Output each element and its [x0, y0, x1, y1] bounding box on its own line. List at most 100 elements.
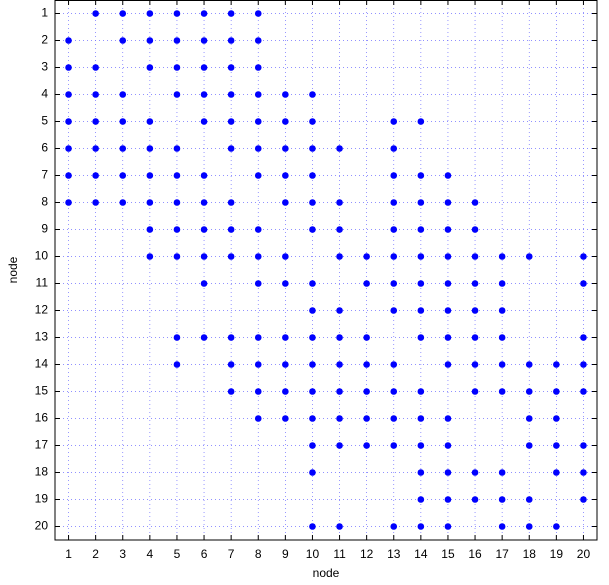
point — [390, 388, 398, 395]
point — [390, 415, 398, 422]
point — [173, 334, 181, 341]
point — [417, 307, 425, 314]
point — [363, 361, 370, 368]
point — [336, 334, 343, 341]
point — [146, 37, 154, 44]
point — [309, 523, 316, 530]
point — [580, 280, 587, 287]
x-axis-label: node — [313, 566, 340, 580]
point — [498, 307, 506, 314]
point — [525, 442, 533, 449]
point — [471, 280, 479, 287]
y-tick-label: 13 — [35, 330, 49, 344]
x-tick-label: 15 — [441, 547, 455, 561]
x-tick-label: 5 — [174, 547, 181, 561]
point — [471, 226, 479, 233]
point — [444, 334, 452, 341]
point — [119, 145, 127, 152]
point — [146, 10, 154, 17]
point — [309, 334, 316, 341]
point — [173, 91, 181, 98]
point — [417, 415, 425, 422]
axes-box — [54, 0, 598, 541]
point — [200, 10, 208, 17]
point — [444, 496, 452, 503]
point — [200, 64, 208, 71]
point — [227, 388, 235, 395]
point — [553, 442, 560, 449]
point — [390, 361, 398, 368]
point — [92, 91, 99, 98]
point — [444, 442, 452, 449]
point — [173, 145, 181, 152]
point — [553, 415, 560, 422]
point — [553, 388, 560, 395]
point — [471, 199, 479, 206]
point — [309, 307, 316, 314]
x-tick-label: 9 — [282, 547, 289, 561]
x-tick-label: 14 — [414, 547, 428, 561]
y-tick-label: 16 — [35, 411, 49, 425]
point — [282, 334, 289, 341]
point — [580, 469, 587, 476]
point — [553, 469, 560, 476]
point — [282, 415, 289, 422]
point — [254, 172, 262, 179]
point — [525, 253, 533, 260]
y-tick-label: 17 — [35, 438, 49, 452]
point — [471, 361, 479, 368]
point — [363, 280, 370, 287]
point — [417, 172, 425, 179]
x-tick-label: 16 — [468, 547, 482, 561]
point — [146, 145, 154, 152]
point — [200, 118, 208, 125]
y-tick-label: 4 — [41, 87, 48, 101]
point — [119, 37, 127, 44]
point — [254, 91, 262, 98]
point — [498, 280, 506, 287]
y-tick-label: 6 — [41, 141, 48, 155]
point — [417, 469, 425, 476]
y-tick-label: 11 — [36, 276, 49, 290]
point — [282, 361, 289, 368]
point — [417, 523, 425, 530]
point — [227, 253, 235, 260]
point — [92, 64, 99, 71]
point — [173, 37, 181, 44]
point — [417, 118, 425, 125]
point — [173, 64, 181, 71]
point — [444, 253, 452, 260]
point — [173, 226, 181, 233]
point — [282, 280, 289, 287]
point — [309, 145, 316, 152]
x-tick-label: 3 — [119, 547, 126, 561]
point — [173, 172, 181, 179]
x-tick-label: 12 — [360, 547, 374, 561]
y-tick-label: 18 — [35, 465, 49, 479]
point — [471, 388, 479, 395]
point — [254, 280, 262, 287]
point — [227, 226, 235, 233]
point — [65, 91, 72, 98]
point — [417, 496, 425, 503]
x-tick-label: 20 — [577, 547, 591, 561]
y-tick-label: 1 — [41, 6, 48, 20]
point — [444, 307, 452, 314]
plot-area — [55, 0, 597, 540]
point — [390, 253, 398, 260]
point — [498, 361, 506, 368]
point — [336, 307, 343, 314]
point — [580, 388, 587, 395]
point — [336, 415, 343, 422]
point — [417, 334, 425, 341]
x-tick-label: 19 — [550, 547, 564, 561]
point — [282, 199, 289, 206]
point — [309, 118, 316, 125]
point — [444, 415, 452, 422]
point — [444, 280, 452, 287]
point — [200, 37, 208, 44]
point — [282, 253, 289, 260]
point — [525, 523, 533, 530]
point — [498, 469, 506, 476]
point — [363, 334, 370, 341]
